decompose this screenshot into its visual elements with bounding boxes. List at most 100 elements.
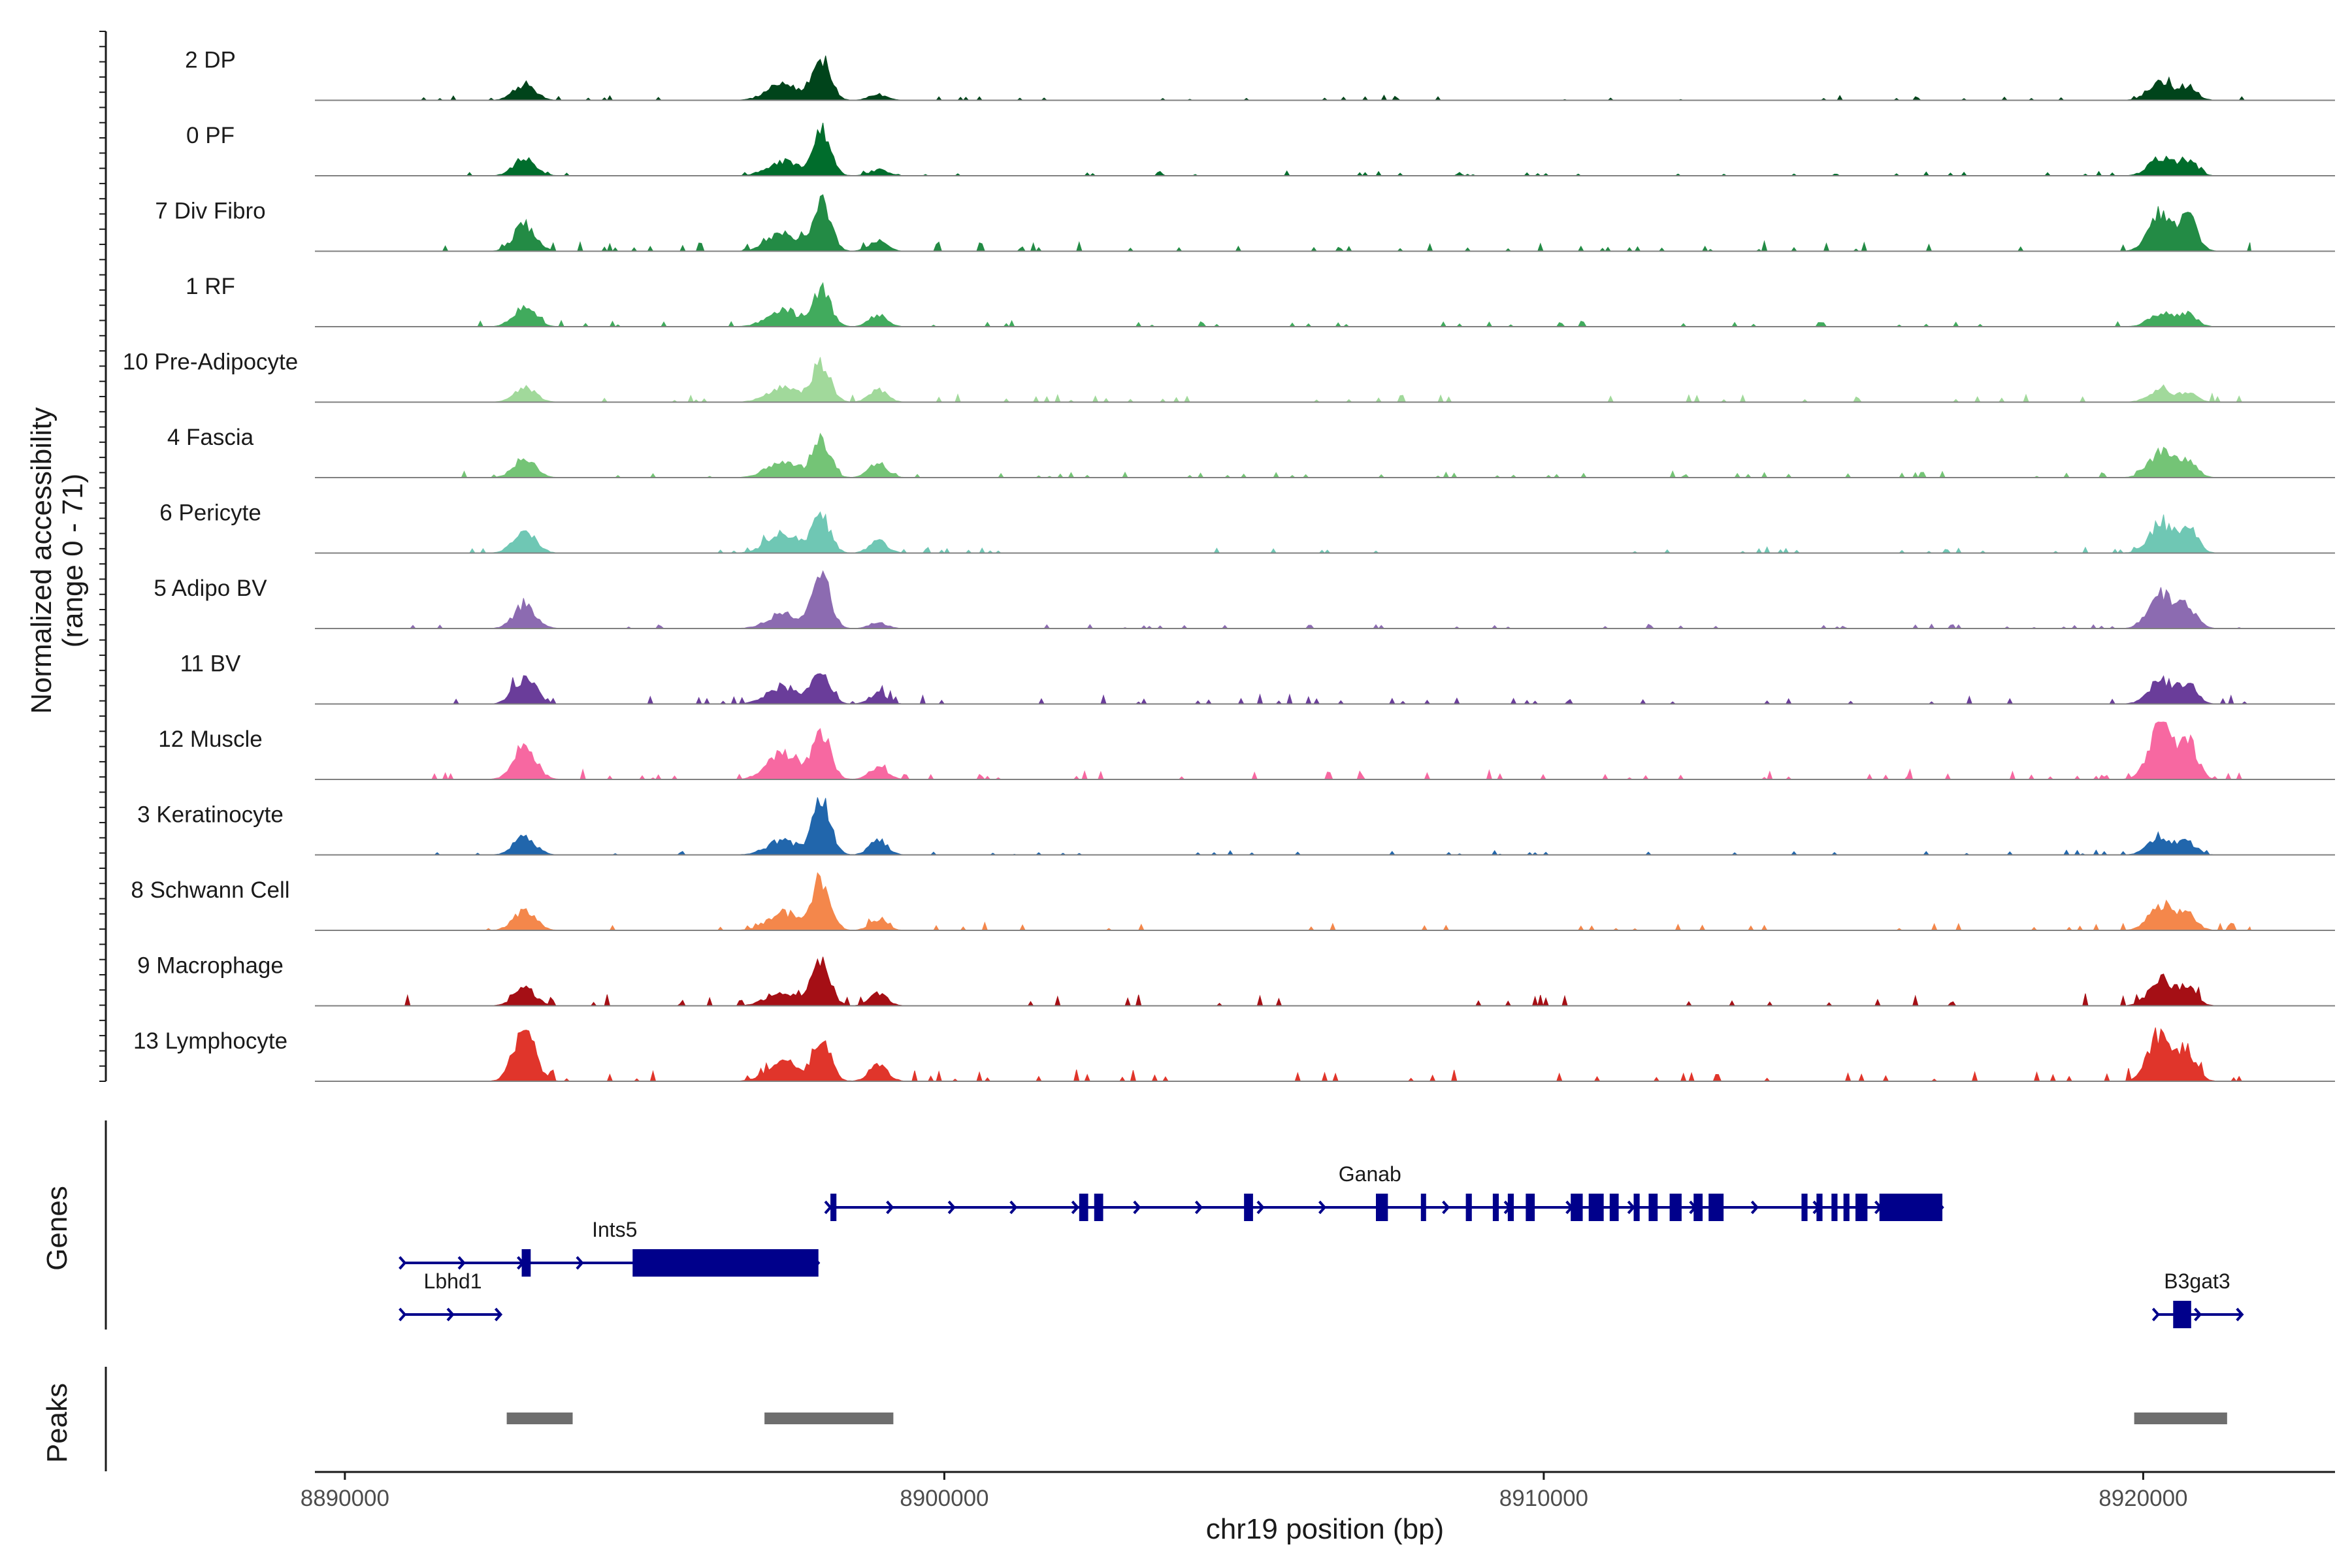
coverage-area (404, 282, 2251, 327)
coverage-area (404, 570, 2251, 629)
exon (1816, 1194, 1823, 1221)
y-axis-title: Normalized accessibility (25, 407, 57, 713)
exon (1633, 1194, 1640, 1221)
strand-arrow (1133, 1200, 1141, 1215)
strand-arrow (1318, 1200, 1327, 1215)
exon (1526, 1194, 1535, 1221)
strand-arrow (2236, 1307, 2244, 1322)
track-label: 12 Muscle (158, 727, 263, 752)
coverage-area (404, 673, 2251, 705)
gene-label: Ganab (1339, 1162, 1401, 1186)
track-label: 4 Fascia (167, 425, 254, 450)
track-11: 3 Keratinocyte (137, 797, 2335, 856)
track-label: 10 Pre-Adipocyte (123, 350, 298, 375)
gene-ints5: Ints5 (399, 1218, 821, 1277)
strand-arrow (399, 1307, 407, 1322)
track-14: 13 Lymphocyte (133, 1027, 2335, 1082)
track-label: 0 PF (186, 123, 235, 148)
exon (1693, 1194, 1703, 1221)
peaks-panel-title: Peaks (41, 1383, 73, 1463)
track-label: 8 Schwann Cell (131, 877, 289, 903)
gene-lbhd1: Lbhd1 (399, 1269, 503, 1322)
exon (1708, 1194, 1724, 1221)
y-axis-subtitle: (range 0 - 71) (57, 474, 89, 648)
coverage-area (404, 433, 2251, 479)
exon (521, 1249, 531, 1277)
track-label: 3 Keratinocyte (137, 802, 284, 828)
x-tick-label: 8920000 (2099, 1486, 2187, 1511)
track-label: 1 RF (186, 274, 235, 299)
strand-arrow (947, 1200, 956, 1215)
exon (1492, 1194, 1499, 1221)
track-10: 12 Muscle (158, 721, 2335, 781)
strand-arrow (1627, 1200, 1635, 1215)
coverage-area (404, 511, 2251, 554)
track-2: 0 PF (186, 122, 2335, 176)
y-axis-ticks (99, 31, 106, 1082)
track-label: 5 Adipo BV (154, 576, 267, 601)
track-4: 1 RF (186, 274, 2335, 327)
x-tick-label: 8890000 (301, 1486, 389, 1511)
track-label: 11 BV (180, 651, 241, 677)
strand-arrow (886, 1200, 894, 1215)
exon (1571, 1194, 1583, 1221)
coverage-area (404, 956, 2251, 1007)
peak-bar (764, 1413, 894, 1424)
exon (1079, 1194, 1088, 1221)
coverage-area (404, 56, 2251, 101)
exon (1375, 1194, 1388, 1221)
coverage-area (404, 357, 2251, 403)
track-1: 2 DP (185, 48, 2335, 101)
exon (1855, 1194, 1868, 1221)
strand-arrow (824, 1200, 832, 1215)
track-6: 4 Fascia (167, 425, 2335, 479)
gene-label: Ints5 (592, 1218, 637, 1241)
coverage-area (404, 194, 2252, 252)
coverage-area (404, 122, 2251, 176)
exon (1843, 1194, 1850, 1221)
coverage-area (404, 872, 2252, 931)
strand-arrow (1256, 1200, 1265, 1215)
gene-ganab: Ganab (824, 1162, 1944, 1221)
exon (1831, 1194, 1838, 1221)
exon (1669, 1194, 1682, 1221)
exon (1648, 1194, 1658, 1221)
exon (1244, 1194, 1253, 1221)
exon (830, 1194, 837, 1221)
track-label: 7 Div Fibro (155, 199, 265, 224)
peak-bar (506, 1413, 573, 1424)
track-label: 6 Pericyte (159, 500, 261, 526)
peak-regions (506, 1413, 2227, 1424)
exon (1094, 1194, 1103, 1221)
exon (2173, 1301, 2191, 1328)
coverage-area (404, 1027, 2251, 1082)
strand-arrow (2194, 1307, 2202, 1322)
strand-arrow (576, 1256, 584, 1270)
gene-annotations: Ganab Ints5 Lbhd1 B3gat3 (399, 1162, 2244, 1328)
track-9: 11 BV (180, 651, 2335, 705)
track-7: 6 Pericyte (159, 500, 2335, 554)
strand-arrow (494, 1307, 503, 1322)
gene-label: B3gat3 (2164, 1269, 2230, 1293)
strand-arrow (1071, 1200, 1079, 1215)
x-tick-label: 8900000 (900, 1486, 988, 1511)
peak-bar (2134, 1413, 2227, 1424)
x-axis-ticks: 8890000 8900000 8910000 8920000 (301, 1472, 2188, 1511)
track-label: 2 DP (185, 48, 236, 73)
exon (1420, 1194, 1426, 1221)
track-5: 10 Pre-Adipocyte (123, 350, 2335, 403)
gene-label: Lbhd1 (424, 1269, 482, 1293)
strand-arrow (2151, 1307, 2161, 1322)
x-tick-label: 8910000 (1499, 1486, 1588, 1511)
exon (1465, 1194, 1472, 1221)
exon (1801, 1194, 1808, 1221)
track-12: 8 Schwann Cell (131, 872, 2335, 931)
track-8: 5 Adipo BV (154, 570, 2335, 629)
strand-arrow (1442, 1200, 1450, 1215)
exon (1588, 1194, 1604, 1221)
strand-arrow (457, 1256, 466, 1270)
track-3: 7 Div Fibro (155, 194, 2335, 252)
coverage-tracks: 2 DP 0 PF 7 Div Fibro 1 RF 10 Pre-Adipocyte 4… (123, 48, 2335, 1082)
strand-arrow (1194, 1200, 1203, 1215)
